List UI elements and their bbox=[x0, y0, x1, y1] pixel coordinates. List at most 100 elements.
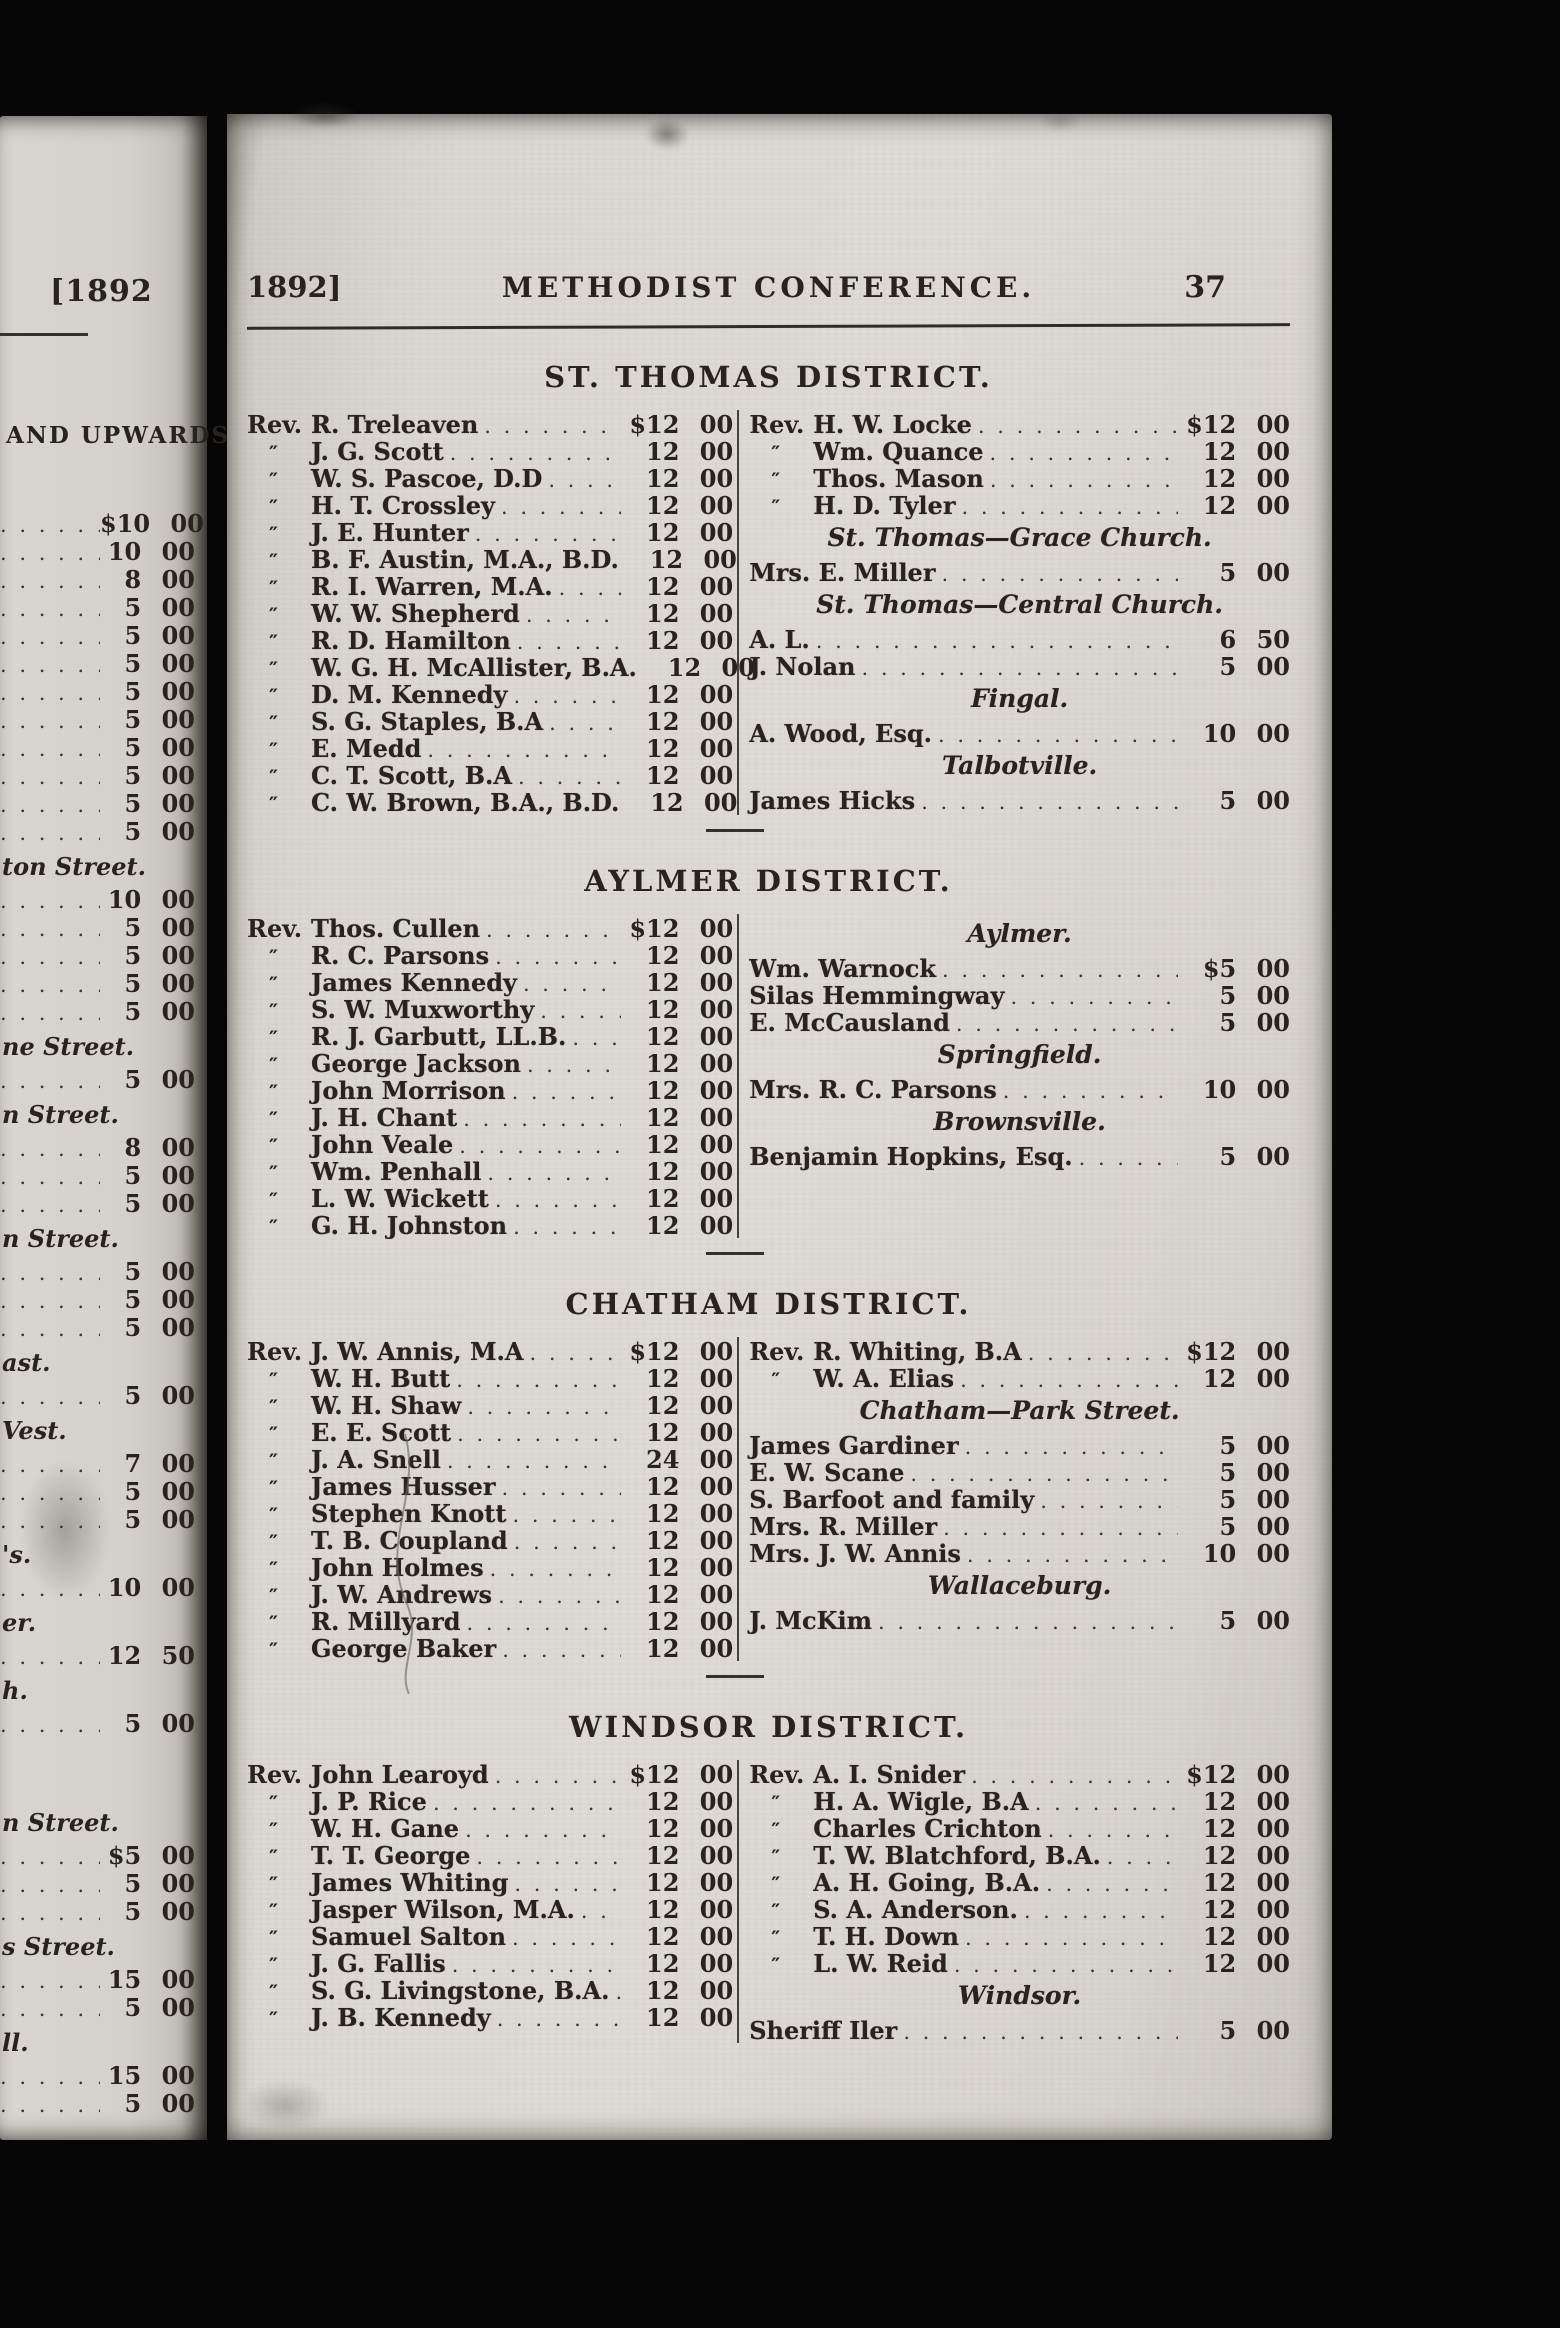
ledger-row: ″ R. Millyard 12 00 bbox=[247, 1607, 733, 1636]
contributor-name: Wm. Warnock bbox=[749, 954, 937, 983]
amount: 12 00 bbox=[646, 1076, 734, 1105]
ledger-row: 5 00 bbox=[0, 997, 195, 1026]
dot-leader bbox=[990, 468, 1178, 492]
amount: 5 00 bbox=[1219, 1458, 1290, 1487]
ledger-row: ″ W. W. Shepherd 12 00 bbox=[247, 599, 734, 628]
ditto-mark: ″ bbox=[269, 1395, 278, 1419]
ditto-mark: ″ bbox=[269, 1899, 278, 1923]
ledger-row: ″ E. Medd 12 00 bbox=[247, 734, 733, 763]
dot-leader bbox=[878, 1610, 1178, 1634]
dot-leader bbox=[530, 1341, 622, 1365]
amount: 5 00 bbox=[1219, 981, 1290, 1010]
ledger-row: E. McCausland 5 00 bbox=[749, 1008, 1290, 1037]
amount: 10 00 bbox=[1202, 719, 1290, 748]
amount: 12 00 bbox=[646, 518, 734, 547]
ledger-row: ″ J. A. Snell 24 00 bbox=[247, 1445, 734, 1474]
amount: 12 00 bbox=[646, 1049, 734, 1078]
ledger-row: ″ J. P. Rice 12 00 bbox=[247, 1787, 734, 1816]
ledger-row: ″ W. S. Pascoe, D.D 12 00 bbox=[247, 464, 733, 493]
dot-leader bbox=[941, 562, 1178, 586]
contributor-name: John Morrison bbox=[311, 1076, 506, 1105]
smudge bbox=[1040, 110, 1080, 132]
ditto-mark: ″ bbox=[269, 1791, 278, 1815]
ditto-mark: ″ bbox=[269, 945, 278, 969]
amount: 5 00 bbox=[1219, 1485, 1290, 1514]
place-subheading: Talbotville. bbox=[941, 751, 1098, 780]
ledger-row: 15 00 bbox=[0, 1965, 195, 1994]
district-title: AYLMER DISTRICT. bbox=[584, 864, 953, 898]
dot-leader bbox=[0, 1165, 100, 1189]
amount: 12 00 bbox=[646, 437, 734, 466]
dot-leader bbox=[0, 1289, 100, 1313]
dot-leader bbox=[0, 709, 100, 733]
dot-leader bbox=[816, 629, 1178, 653]
place-subheading: s Street. bbox=[2, 1932, 115, 1961]
amount: 8 00 bbox=[124, 565, 195, 594]
ditto-mark: ″ bbox=[269, 468, 278, 492]
ditto-mark: ″ bbox=[269, 1449, 278, 1473]
contributor-name: E. Medd bbox=[311, 734, 422, 763]
ledger-row: Mrs. R. C. Parsons 10 00 bbox=[749, 1075, 1290, 1104]
amount: 7 00 bbox=[124, 1449, 195, 1478]
amount: 12 00 bbox=[1202, 1922, 1290, 1951]
dot-leader bbox=[0, 2093, 100, 2117]
amount: 12 00 bbox=[646, 1976, 734, 2005]
smudge bbox=[20, 1460, 110, 1600]
ledger-row: ″ James Kennedy 12 00 bbox=[247, 968, 733, 997]
dot-leader bbox=[1035, 1791, 1178, 1815]
contributor-name: H. D. Tyler bbox=[813, 491, 956, 520]
amount: 5 00 bbox=[124, 1381, 195, 1410]
place-subheading: n Street. bbox=[2, 1808, 119, 1837]
contributor-name: C. T. Scott, B.A bbox=[311, 761, 512, 790]
ditto-mark: ″ bbox=[269, 1557, 278, 1581]
title-prefix: Rev. bbox=[749, 1760, 805, 1789]
title-prefix: Rev. bbox=[247, 1760, 303, 1789]
contributor-name: W. W. Shepherd bbox=[311, 599, 520, 628]
amount: 12 00 bbox=[646, 1157, 734, 1186]
dot-leader bbox=[943, 1516, 1178, 1540]
place-subheading: Wallaceburg. bbox=[927, 1571, 1112, 1600]
dot-leader bbox=[457, 1422, 621, 1446]
dot-leader bbox=[490, 1557, 622, 1581]
amount: 5 00 bbox=[1219, 1512, 1290, 1541]
amount: 5 00 bbox=[124, 1709, 195, 1738]
contributor-name: S. A. Anderson. bbox=[813, 1895, 1018, 1924]
ditto-mark: ″ bbox=[771, 1818, 781, 1842]
amount: 12 00 bbox=[646, 491, 734, 520]
district-columns: Rev.R. Treleaven$12 00″J. G. Scott12 00″… bbox=[247, 410, 1290, 817]
dot-leader bbox=[0, 821, 100, 845]
contributor-name: R. Treleaven bbox=[311, 410, 479, 439]
amount: $12 00 bbox=[629, 914, 734, 943]
amount: 12 00 bbox=[646, 1391, 734, 1420]
amount: 12 00 bbox=[646, 599, 734, 628]
amount: 5 00 bbox=[124, 997, 195, 1026]
dot-leader bbox=[954, 1953, 1178, 1977]
dot-leader bbox=[548, 468, 621, 492]
amount: 5 00 bbox=[124, 969, 195, 998]
place-subheading: h. bbox=[2, 1676, 28, 1705]
ledger-row: ″ George Jackson 12 00 bbox=[247, 1049, 734, 1078]
dot-leader bbox=[517, 630, 621, 654]
dot-leader bbox=[965, 1435, 1178, 1459]
amount: 12 00 bbox=[646, 1787, 734, 1816]
place-subheading: ne Street. bbox=[2, 1032, 135, 1061]
amount: 12 00 bbox=[646, 572, 734, 601]
amount: 24 00 bbox=[646, 1445, 734, 1474]
ledger-row: ″ S. G. Staples, B.A 12 00 bbox=[247, 707, 733, 736]
amount: 12 00 bbox=[1202, 491, 1290, 520]
place-subheading: n Street. bbox=[2, 1224, 119, 1253]
amount: 10 00 bbox=[107, 1573, 195, 1602]
dot-leader bbox=[1048, 1818, 1178, 1842]
contributor-name: E. W. Scane bbox=[749, 1458, 905, 1487]
ditto-mark: ″ bbox=[269, 1053, 278, 1077]
dot-leader bbox=[463, 1107, 621, 1131]
district-right-column: Aylmer. Wm. Warnock $5 00 Silas Hemmingway 5… bbox=[737, 914, 1290, 1238]
ditto-mark: ″ bbox=[771, 1845, 781, 1869]
ledger-row: S. Barfoot and family 5 00 bbox=[749, 1485, 1290, 1514]
contributor-name: A. L. bbox=[749, 625, 810, 654]
amount: 5 00 bbox=[1219, 1142, 1290, 1171]
amount: 5 00 bbox=[124, 913, 195, 942]
ditto-mark: ″ bbox=[269, 576, 278, 600]
amount: 12 00 bbox=[646, 1580, 734, 1609]
dot-leader bbox=[961, 495, 1178, 519]
